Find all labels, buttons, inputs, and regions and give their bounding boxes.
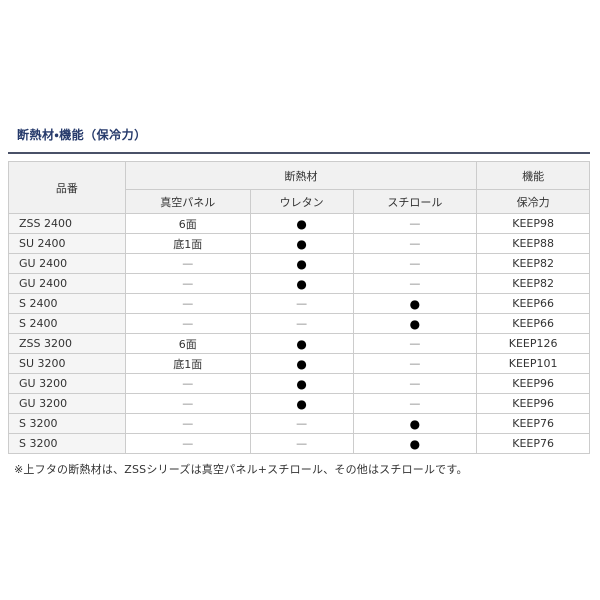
cell-product: S 3200 <box>8 413 126 434</box>
cell-styrofoam: — <box>352 213 478 234</box>
cell-cooling: KEEP96 <box>476 393 590 414</box>
col-header-vacuum-panel: 真空パネル <box>124 189 251 214</box>
cell-product: GU 3200 <box>8 373 126 394</box>
col-group-insulation: 断熱材 <box>124 161 478 190</box>
cell-vacuum: 底1面 <box>124 233 251 254</box>
cell-styrofoam: — <box>352 253 478 274</box>
cell-vacuum: — <box>124 433 251 454</box>
cell-cooling: KEEP76 <box>476 413 590 434</box>
cell-cooling: KEEP76 <box>476 433 590 454</box>
cell-vacuum: — <box>124 413 251 434</box>
cell-urethane: — <box>249 433 354 454</box>
table-row: GU 3200— ● — KEEP96 <box>8 373 590 394</box>
col-header-styrofoam: スチロール <box>352 189 478 214</box>
cell-cooling: KEEP66 <box>476 293 590 314</box>
table-body: ZSS 2400 6面 ● — KEEP98 SU 2400 底1面 ● — KEEP88 GU 2… <box>8 213 590 454</box>
cell-vacuum: — <box>124 373 251 394</box>
cell-vacuum: — <box>124 313 251 334</box>
cell-vacuum: — <box>124 273 251 294</box>
table-row: S 2400— — ● KEEP66 <box>8 293 590 314</box>
col-header-product: 品番 <box>8 161 126 214</box>
cell-urethane: ● <box>249 353 354 374</box>
cell-product: SU 3200 <box>8 353 126 374</box>
cell-product: GU 2400 <box>8 253 126 274</box>
cell-urethane: ● <box>249 233 354 254</box>
cell-product: S 2400 <box>8 293 126 314</box>
cell-urethane: ● <box>249 253 354 274</box>
spec-section: 断熱材・機能（保冷力） 品番 断熱材 機能 真空パネル ウレタン スチロール <box>8 126 590 477</box>
cell-vacuum: — <box>124 253 251 274</box>
cell-styrofoam: — <box>352 233 478 254</box>
cell-urethane: — <box>249 413 354 434</box>
cell-styrofoam: ● <box>352 413 478 434</box>
cell-urethane: ● <box>249 393 354 414</box>
cell-product: GU 3200 <box>8 393 126 414</box>
cell-vacuum: 6面 <box>124 333 251 354</box>
cell-urethane: ● <box>249 373 354 394</box>
section-title: 断熱材・機能（保冷力） <box>8 126 590 154</box>
cell-product: ZSS 2400 <box>8 213 126 234</box>
cell-cooling: KEEP88 <box>476 233 590 254</box>
cell-cooling: KEEP101 <box>476 353 590 374</box>
cell-product: S 3200 <box>8 433 126 454</box>
col-header-cooling-power: 保冷力 <box>476 189 590 214</box>
cell-product: SU 2400 <box>8 233 126 254</box>
cell-cooling: KEEP96 <box>476 373 590 394</box>
table-row: GU 3200— ● — KEEP96 <box>8 393 590 414</box>
cell-cooling: KEEP82 <box>476 253 590 274</box>
table-row: SU 2400 底1面 ● — KEEP88 <box>8 233 590 254</box>
cell-cooling: KEEP66 <box>476 313 590 334</box>
cell-vacuum: — <box>124 393 251 414</box>
cell-styrofoam: — <box>352 353 478 374</box>
table-row: GU 2400— ● — KEEP82 <box>8 273 590 294</box>
insulation-spec-table: 品番 断熱材 機能 真空パネル ウレタン スチロール 保冷力 ZSS 2400 6… <box>8 161 590 454</box>
cell-vacuum: — <box>124 293 251 314</box>
cell-cooling: KEEP82 <box>476 273 590 294</box>
table-row: ZSS 2400 6面 ● — KEEP98 <box>8 213 590 234</box>
col-header-urethane: ウレタン <box>249 189 354 214</box>
cell-urethane: ● <box>249 213 354 234</box>
footnote: ※上フタの断熱材は、ZSSシリーズは真空パネル+スチロール、その他はスチロールで… <box>14 463 468 476</box>
table-row: S 3200— — ● KEEP76 <box>8 433 590 454</box>
col-group-function: 機能 <box>476 161 590 190</box>
cell-styrofoam: ● <box>352 313 478 334</box>
cell-styrofoam: — <box>352 333 478 354</box>
cell-urethane: ● <box>249 273 354 294</box>
cell-vacuum: 6面 <box>124 213 251 234</box>
cell-styrofoam: ● <box>352 433 478 454</box>
table-row: S 2400— — ● KEEP66 <box>8 313 590 334</box>
cell-urethane: — <box>249 293 354 314</box>
table-header: 品番 断熱材 機能 真空パネル ウレタン スチロール 保冷力 <box>8 161 590 214</box>
cell-urethane: ● <box>249 333 354 354</box>
cell-styrofoam: — <box>352 393 478 414</box>
table-row: S 3200— — ● KEEP76 <box>8 413 590 434</box>
cell-cooling: KEEP98 <box>476 213 590 234</box>
cell-product: GU 2400 <box>8 273 126 294</box>
cell-product: ZSS 3200 <box>8 333 126 354</box>
cell-styrofoam: — <box>352 373 478 394</box>
table-row: GU 2400— ● — KEEP82 <box>8 253 590 274</box>
table-row: SU 3200 底1面 ● — KEEP101 <box>8 353 590 374</box>
cell-styrofoam: ● <box>352 293 478 314</box>
cell-urethane: — <box>249 313 354 334</box>
cell-cooling: KEEP126 <box>476 333 590 354</box>
cell-styrofoam: — <box>352 273 478 294</box>
cell-product: S 2400 <box>8 313 126 334</box>
table-row: ZSS 3200 6面 ● — KEEP126 <box>8 333 590 354</box>
cell-vacuum: 底1面 <box>124 353 251 374</box>
